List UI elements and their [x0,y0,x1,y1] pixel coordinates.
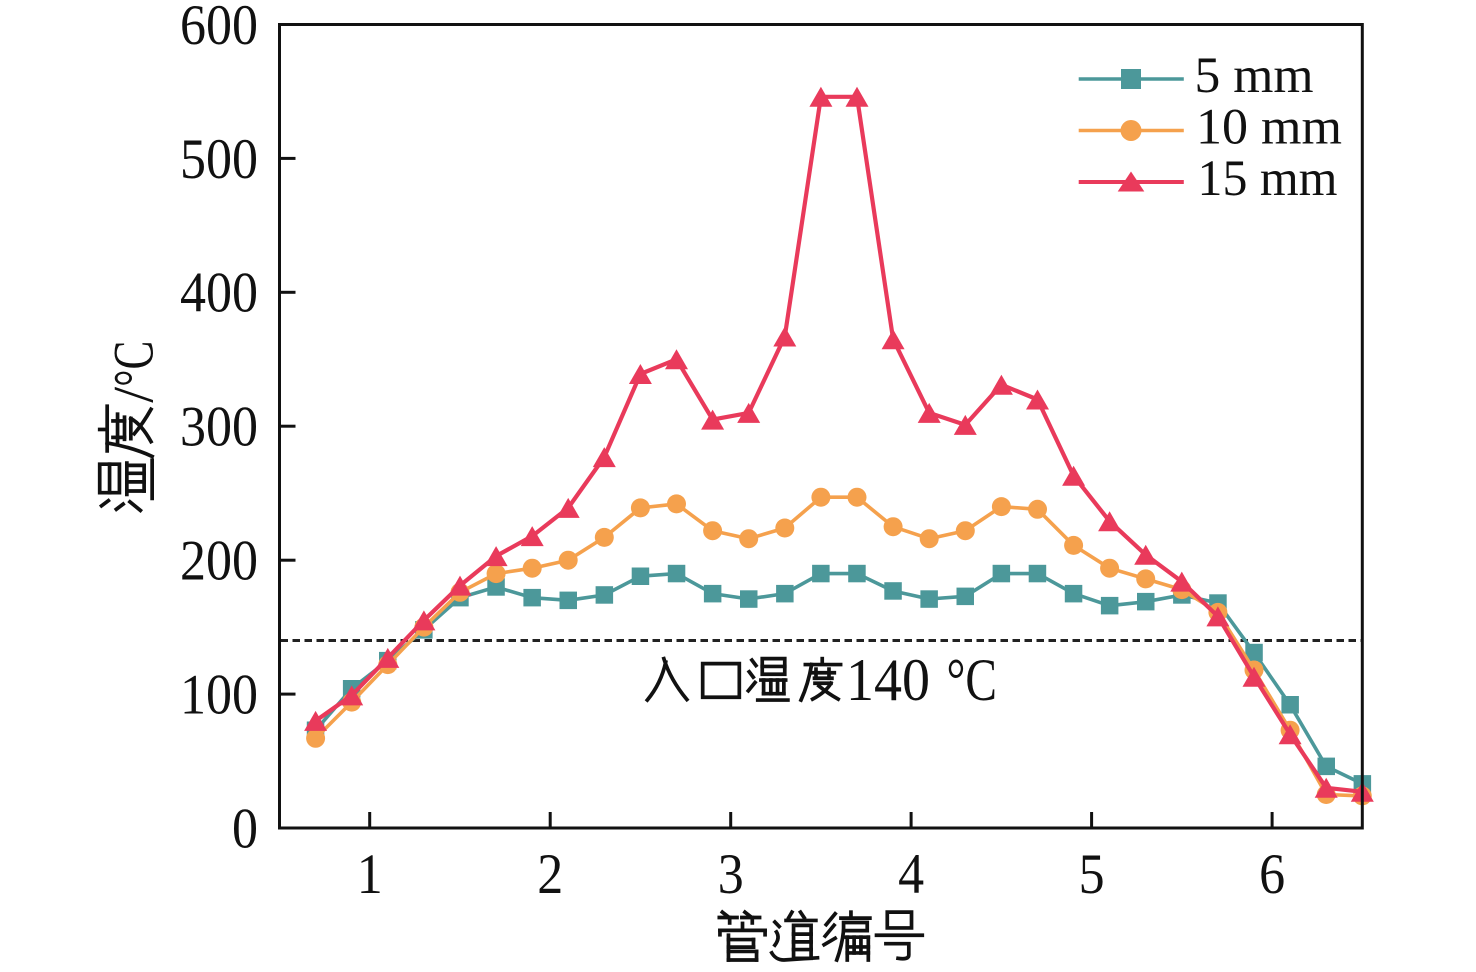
svg-text:500: 500 [180,128,258,191]
svg-text:°C: °C [103,341,166,387]
svg-text:15 mm: 15 mm [1198,151,1338,207]
svg-text:6: 6 [1259,843,1285,906]
svg-text:/: / [103,387,166,403]
svg-text:°C: °C [947,647,998,713]
svg-text:5: 5 [1079,843,1105,906]
svg-text:140: 140 [846,647,930,713]
svg-text:10 mm: 10 mm [1196,100,1342,156]
svg-text:300: 300 [180,396,258,459]
svg-text:2: 2 [537,843,563,906]
svg-text:200: 200 [180,530,258,593]
svg-text:5 mm: 5 mm [1195,48,1314,104]
svg-text:1: 1 [357,843,383,906]
svg-text:4: 4 [898,843,924,906]
svg-text:400: 400 [180,262,258,325]
svg-text:600: 600 [180,0,258,57]
svg-text:0: 0 [232,797,258,860]
svg-text:3: 3 [718,843,744,906]
svg-text:100: 100 [180,664,258,727]
